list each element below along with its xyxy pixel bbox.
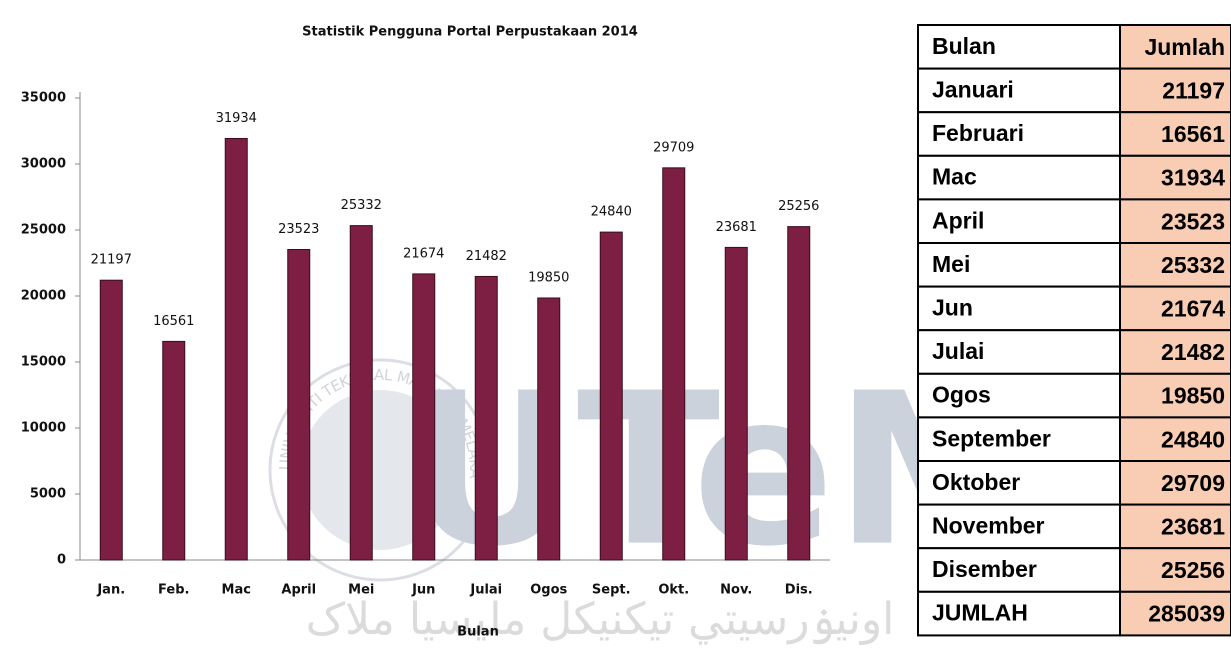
data-label: 23523 — [278, 222, 319, 237]
bar — [224, 137, 248, 561]
bar — [412, 273, 436, 561]
table-cell — [1119, 285, 1231, 332]
table-label: Jun — [932, 294, 973, 320]
table-cell — [1119, 198, 1231, 244]
data-label: 29709 — [653, 140, 694, 155]
bar — [662, 167, 686, 561]
table-value: Jumlah — [1144, 34, 1225, 60]
table-cell — [1119, 547, 1231, 593]
data-label: 25332 — [341, 198, 382, 213]
bar — [724, 246, 748, 561]
table-value: 19850 — [1161, 383, 1225, 409]
x-tick-label: Mei — [348, 583, 374, 598]
y-tick-label: 30000 — [21, 157, 66, 172]
table-label: Ogos — [932, 382, 991, 408]
data-label: 16561 — [153, 314, 194, 329]
bar — [99, 279, 123, 561]
table-cell — [1119, 242, 1231, 288]
bar — [162, 340, 186, 561]
x-axis-label: Bulan — [457, 625, 499, 640]
data-label: 21482 — [466, 249, 507, 264]
bar — [474, 275, 498, 561]
chart-title: Statistik Pengguna Portal Perpustakaan 2… — [302, 25, 638, 40]
table-value: 24840 — [1161, 426, 1225, 452]
bar — [537, 297, 561, 561]
table-label: Mei — [932, 251, 970, 277]
y-tick-label: 0 — [57, 553, 66, 568]
data-label: 19850 — [528, 270, 569, 285]
x-tick-label: Jun — [411, 583, 435, 598]
x-tick-label: Julai — [469, 583, 502, 598]
x-tick-label: Nov. — [720, 583, 752, 598]
y-tick-label: 20000 — [21, 289, 66, 304]
table-cell — [917, 285, 1121, 332]
bar — [349, 225, 373, 561]
table-label: September — [932, 425, 1051, 451]
table-label: Januari — [932, 76, 1014, 102]
table-label: Februari — [932, 120, 1024, 146]
data-label: 21197 — [91, 253, 132, 268]
y-tick-label: 15000 — [21, 355, 66, 370]
data-label: 24840 — [591, 205, 632, 220]
table-cell — [1119, 503, 1231, 550]
table-value: 23681 — [1161, 513, 1225, 539]
table-cell — [917, 67, 1121, 114]
table-value: 29709 — [1161, 470, 1225, 496]
x-tick-label: Dis. — [785, 583, 813, 598]
watermark-jawi: اونيۏرسيتي تيکنيکل مليسيا ملاک — [306, 594, 895, 645]
data-label: 31934 — [216, 111, 257, 126]
bar — [787, 226, 811, 561]
table-label: Mac — [932, 164, 977, 190]
table-cell — [917, 329, 1121, 375]
table-cell — [917, 547, 1121, 593]
table-cell — [1119, 590, 1231, 637]
x-tick-label: April — [281, 583, 316, 598]
y-tick-label: 25000 — [21, 223, 66, 238]
y-tick-label: 5000 — [30, 487, 66, 502]
x-tick-label: Sept. — [592, 583, 631, 598]
table-value: 31934 — [1161, 165, 1225, 191]
y-tick-label: 35000 — [21, 91, 66, 106]
table-value: 285039 — [1148, 601, 1225, 627]
table-label: Oktober — [932, 469, 1020, 495]
table-cell — [1119, 329, 1231, 375]
bar — [599, 231, 623, 561]
table-cell — [1119, 416, 1231, 462]
table-cell — [917, 372, 1121, 419]
table-label: Bulan — [932, 33, 996, 59]
table-label: Julai — [932, 338, 984, 364]
x-tick-label: Mac — [222, 583, 251, 598]
x-tick-label: Okt. — [658, 583, 689, 598]
table-value: 21197 — [1162, 77, 1225, 103]
table-label: Disember — [932, 556, 1037, 582]
table-cell — [1119, 372, 1231, 419]
bar — [287, 248, 311, 561]
table-label: November — [932, 512, 1045, 538]
table-value: 16561 — [1161, 121, 1225, 147]
x-tick-label: Ogos — [530, 583, 567, 598]
table-label: JUMLAH — [932, 600, 1028, 626]
table-value: 23523 — [1161, 208, 1225, 234]
table-value: 21674 — [1161, 295, 1225, 321]
data-label: 23681 — [716, 220, 757, 235]
table-value: 25256 — [1161, 557, 1225, 583]
table-value: 25332 — [1161, 252, 1225, 278]
data-label: 25256 — [778, 199, 819, 214]
table-label: April — [932, 207, 984, 233]
x-tick-label: Feb. — [158, 583, 189, 598]
table-cell — [1119, 67, 1231, 114]
data-label: 21674 — [403, 246, 444, 261]
table-cell — [1119, 154, 1231, 201]
table-cell — [917, 242, 1121, 288]
table-value: 21482 — [1161, 339, 1225, 365]
y-tick-label: 10000 — [21, 421, 66, 436]
x-tick-label: Jan. — [96, 583, 125, 598]
table-cell — [917, 503, 1121, 550]
